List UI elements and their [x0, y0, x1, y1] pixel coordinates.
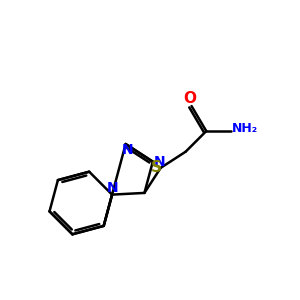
Text: NH₂: NH₂	[232, 122, 258, 135]
Text: N: N	[106, 181, 118, 195]
Text: S: S	[151, 160, 162, 175]
Text: N: N	[121, 143, 133, 158]
Text: O: O	[184, 91, 196, 106]
Text: N: N	[154, 154, 165, 169]
